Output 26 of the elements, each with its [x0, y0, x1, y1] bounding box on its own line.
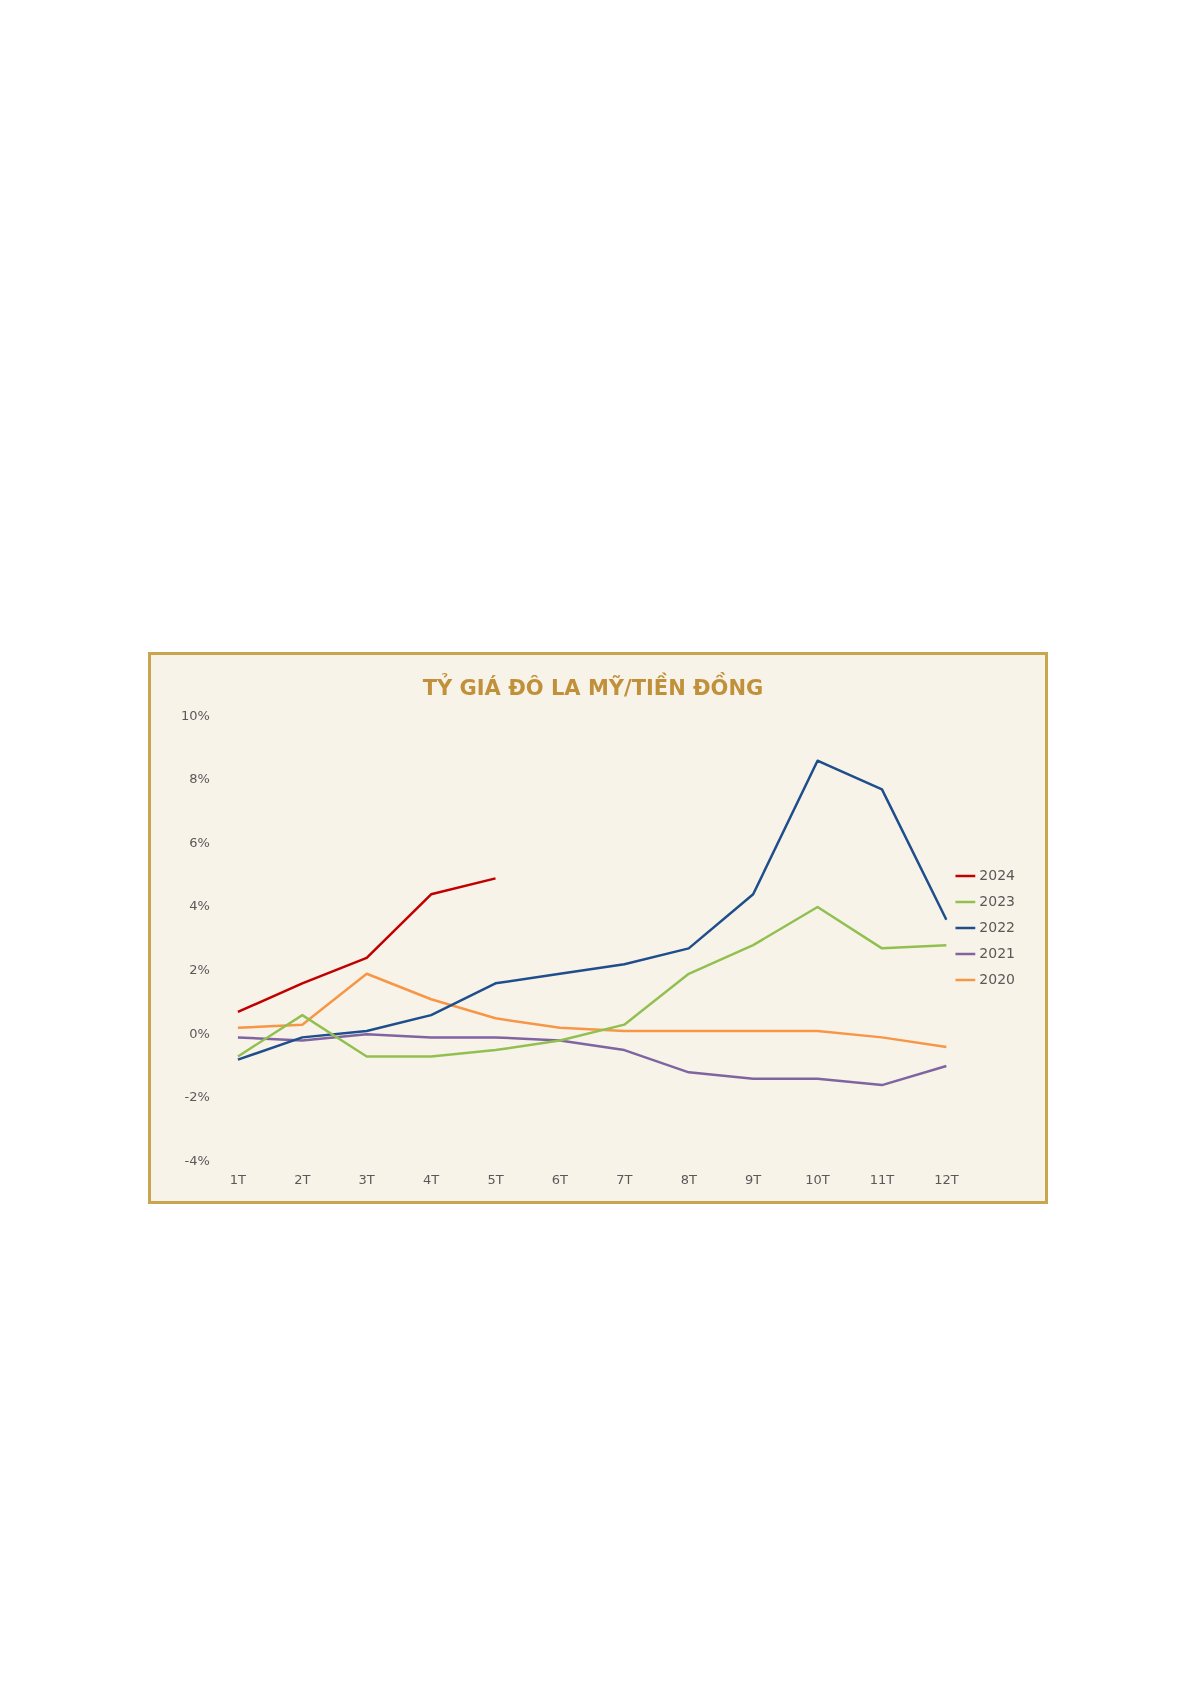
- x-tick-label: 3T: [358, 1171, 375, 1187]
- legend-label: 2020: [979, 970, 1016, 987]
- x-tick-label: 4T: [423, 1171, 440, 1187]
- x-tick-label: 1T: [229, 1171, 247, 1187]
- x-tick-label: 6T: [551, 1171, 569, 1187]
- legend-label: 2024: [979, 866, 1016, 883]
- legend-label: 2022: [979, 918, 1016, 935]
- y-tick-label: -4%: [184, 1152, 210, 1168]
- x-tick-label: 7T: [616, 1171, 633, 1187]
- x-tick-label: 11T: [869, 1171, 895, 1187]
- y-tick-label: -2%: [184, 1089, 210, 1105]
- y-tick-label: 8%: [189, 771, 210, 787]
- y-tick-label: 0%: [189, 1025, 210, 1041]
- x-tick-label: 9T: [745, 1171, 762, 1187]
- x-tick-label: 8T: [680, 1171, 697, 1187]
- x-tick-label: 12T: [934, 1171, 959, 1187]
- chart-title: TỶ GIÁ ĐÔ LA MỸ/TIỀN ĐỒNG: [422, 672, 764, 701]
- x-tick-label: 5T: [487, 1171, 504, 1187]
- y-tick-label: 2%: [189, 961, 210, 977]
- y-tick-label: 10%: [180, 707, 210, 723]
- y-tick-label: 4%: [189, 898, 210, 914]
- y-tick-label: 6%: [189, 834, 210, 850]
- legend-label: 2023: [979, 892, 1016, 909]
- x-tick-label: 2T: [294, 1171, 311, 1187]
- legend-label: 2021: [979, 944, 1016, 961]
- x-tick-label: 10T: [805, 1171, 830, 1187]
